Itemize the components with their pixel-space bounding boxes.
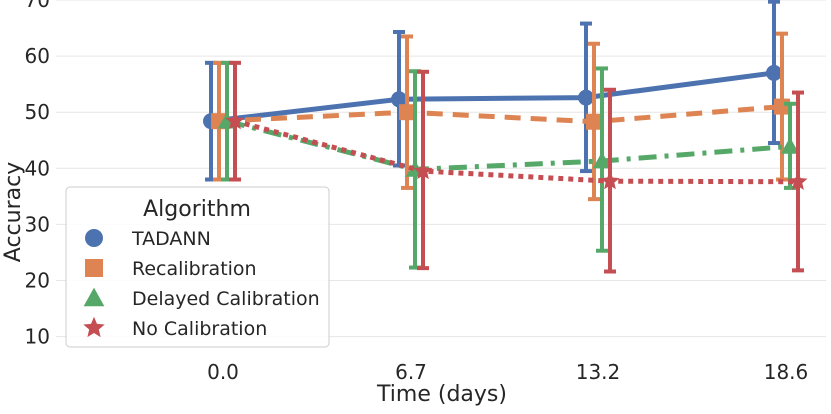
data-point (413, 161, 433, 180)
y-tick-label: 10 (25, 325, 50, 349)
series-line (234, 118, 799, 185)
legend-marker (83, 287, 105, 307)
legend-marker (85, 259, 103, 277)
y-axis-label: Accuracy (1, 162, 26, 262)
series-line (226, 118, 791, 172)
y-tick-label: 20 (25, 268, 50, 292)
data-point (774, 98, 790, 115)
legend-marker (85, 229, 103, 247)
x-tick-label: 6.7 (395, 360, 427, 384)
y-tick-label: 60 (25, 44, 50, 68)
data-point (592, 151, 612, 169)
series-tadann (203, 0, 782, 182)
data-point (788, 171, 808, 190)
series-recalibration (211, 31, 790, 202)
series-line (218, 104, 783, 125)
data-point (225, 111, 245, 130)
data-point (600, 171, 620, 190)
data-series (203, 0, 808, 274)
x-axis-label: Time (days) (376, 382, 507, 407)
legend-label: TADANN (131, 228, 211, 250)
y-axis-ticks: 10 20 30 40 50 60 70 (25, 0, 50, 349)
legend-label: Recalibration (132, 258, 257, 280)
legend-item: Delayed Calibration (83, 287, 320, 310)
data-point (399, 104, 415, 121)
x-tick-label: 0.0 (207, 360, 239, 384)
legend-marker (83, 316, 105, 338)
x-tick-label: 18.6 (764, 360, 809, 384)
data-point (391, 91, 407, 108)
legend-box (65, 186, 330, 348)
legend: Algorithm TADANN Recalibration Delayed Cal… (65, 186, 330, 348)
data-point (766, 64, 782, 81)
data-point (578, 89, 594, 106)
legend-items: TADANN Recalibration Delayed Calibration No… (83, 228, 320, 340)
legend-label: Delayed Calibration (132, 288, 320, 310)
legend-item: Recalibration (85, 258, 257, 280)
data-point (586, 113, 602, 130)
x-tick-label: 13.2 (576, 360, 621, 384)
y-tick-label: 50 (25, 100, 50, 124)
legend-title: Algorithm (143, 197, 251, 222)
series-line (210, 70, 775, 124)
legend-item: TADANN (85, 228, 211, 250)
legend-item: No Calibration (83, 316, 267, 340)
series-no-calibration (225, 60, 808, 274)
legend-label: No Calibration (132, 318, 267, 340)
data-point (780, 137, 800, 154)
y-tick-label: 30 (25, 212, 50, 236)
x-axis-ticks: 0.0 6.7 13.2 18.6 (207, 360, 808, 384)
y-tick-label: 70 (25, 0, 50, 12)
y-tick-label: 40 (25, 156, 50, 180)
